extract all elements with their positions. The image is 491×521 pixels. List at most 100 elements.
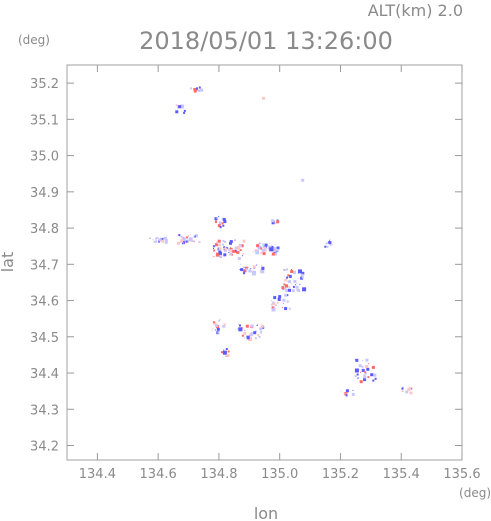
chart-subtitle: ALT(km) 2.0 <box>368 1 463 20</box>
echo-mark <box>155 240 158 243</box>
echo-mark <box>355 358 359 362</box>
echo-mark <box>352 389 354 391</box>
echo-mark <box>243 270 245 272</box>
y-tick-label: 34.9 <box>30 186 59 201</box>
echo-mark <box>363 375 367 379</box>
echo-mark <box>236 245 241 250</box>
echo-mark <box>252 251 254 253</box>
echo-mark <box>259 327 263 331</box>
echo-mark <box>269 242 270 244</box>
y-tick-label: 34.6 <box>30 295 59 310</box>
echo-mark <box>271 245 274 248</box>
echo-mark <box>364 372 367 375</box>
echo-mark <box>408 386 410 388</box>
echo-mark <box>229 240 233 244</box>
echo-mark <box>183 237 185 239</box>
echo-mark <box>217 331 220 334</box>
echo-mark <box>357 378 359 380</box>
echo-mark <box>164 238 168 242</box>
echo-mark <box>212 321 215 324</box>
echo-mark <box>263 249 266 251</box>
echo-mark <box>326 245 329 248</box>
echo-mark <box>301 271 305 275</box>
echo-mark <box>220 223 222 225</box>
echo-mark <box>282 298 286 302</box>
echo-mark <box>224 240 227 243</box>
echo-mark <box>274 247 277 250</box>
echo-mark <box>271 300 272 302</box>
echo-mark <box>345 393 347 394</box>
echo-mark <box>179 236 181 237</box>
echo-mark <box>160 237 164 241</box>
x-tick-label: 135.2 <box>322 467 359 482</box>
echo-mark <box>256 264 258 266</box>
echo-mark <box>161 239 165 243</box>
echo-mark <box>186 239 189 242</box>
echo-mark <box>175 104 178 107</box>
echo-mark <box>283 283 286 286</box>
echo-mark <box>360 371 361 373</box>
echo-mark <box>356 373 359 376</box>
y-tick-label: 34.7 <box>30 258 59 273</box>
echo-mark <box>245 268 248 271</box>
echo-mark <box>230 246 232 248</box>
echo-mark <box>218 243 222 247</box>
echo-mark <box>253 331 257 335</box>
echo-mark <box>217 224 221 228</box>
echo-mark <box>300 276 304 280</box>
echo-mark <box>288 288 291 292</box>
radar-echoes <box>149 86 413 397</box>
echo-mark <box>177 234 179 236</box>
echo-mark <box>243 266 245 268</box>
x-tick-label: 135.6 <box>443 467 480 482</box>
echo-mark <box>248 269 252 273</box>
echo-mark <box>229 241 232 245</box>
echo-mark <box>156 237 159 240</box>
echo-mark <box>285 287 287 289</box>
echo-mark <box>222 350 227 355</box>
chart-title: 2018/05/01 13:26:00 <box>139 27 393 55</box>
echo-mark <box>354 368 359 373</box>
y-tick-label: 35.2 <box>30 77 59 92</box>
echo-mark <box>251 271 256 276</box>
echo-mark <box>411 388 413 390</box>
echo-mark <box>367 376 370 379</box>
echo-mark <box>197 89 200 92</box>
echo-mark <box>291 289 295 293</box>
echo-mark <box>345 394 348 397</box>
echo-mark <box>261 248 265 252</box>
echo-mark <box>250 332 253 334</box>
echo-mark <box>252 265 256 269</box>
echo-mark <box>271 303 273 306</box>
echo-mark <box>248 266 249 268</box>
echo-mark <box>296 283 297 285</box>
echo-mark <box>180 110 182 112</box>
echo-mark <box>243 272 245 275</box>
echo-mark <box>193 89 197 93</box>
echo-mark <box>257 334 260 337</box>
echo-mark <box>370 367 372 369</box>
echo-mark <box>232 249 236 253</box>
echo-mark <box>193 88 196 90</box>
echo-mark <box>216 241 218 244</box>
echo-mark <box>198 241 201 244</box>
echo-mark <box>236 250 240 254</box>
echo-mark <box>216 327 220 331</box>
echo-mark <box>359 380 363 384</box>
echo-mark <box>164 240 168 244</box>
echo-mark <box>295 270 297 272</box>
echo-mark <box>211 329 213 331</box>
echo-mark <box>214 324 218 328</box>
echo-mark <box>325 242 328 245</box>
echo-mark <box>222 218 226 221</box>
echo-mark <box>332 243 334 245</box>
echo-mark <box>284 278 288 282</box>
echo-mark <box>239 324 241 327</box>
echo-mark <box>242 253 244 255</box>
echo-mark <box>228 251 230 253</box>
echo-mark <box>291 283 292 285</box>
echo-mark <box>225 354 228 356</box>
echo-mark <box>249 333 253 337</box>
echo-mark <box>222 240 225 242</box>
